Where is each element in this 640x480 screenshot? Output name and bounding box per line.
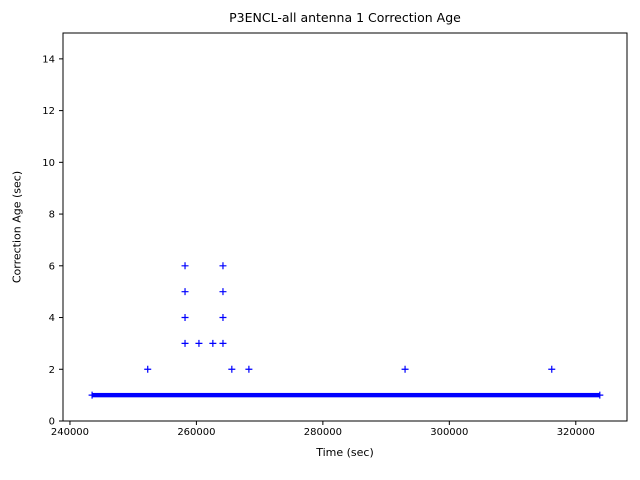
data-point-marker <box>181 339 189 347</box>
data-point-marker <box>181 288 189 296</box>
chart-title: P3ENCL-all antenna 1 Correction Age <box>229 10 461 25</box>
y-tick-label: 4 <box>49 313 55 324</box>
data-point-marker <box>144 365 152 373</box>
x-tick-label: 260000 <box>177 427 215 438</box>
x-tick-label: 300000 <box>430 427 468 438</box>
data-point-marker <box>219 314 227 322</box>
data-point-marker <box>596 391 604 399</box>
data-point-marker <box>401 365 409 373</box>
data-point-marker <box>209 339 217 347</box>
x-tick-label: 280000 <box>304 427 342 438</box>
data-point-marker <box>219 262 227 270</box>
x-tick-label: 240000 <box>51 427 89 438</box>
data-point-marker <box>228 365 236 373</box>
data-point-marker <box>219 288 227 296</box>
y-tick-label: 10 <box>42 158 55 169</box>
y-tick-label: 6 <box>49 261 55 272</box>
data-point-marker <box>181 314 189 322</box>
x-axis-label: Time (sec) <box>316 446 374 459</box>
data-point-marker <box>88 391 96 399</box>
data-point-marker <box>548 365 556 373</box>
y-axis-label: Correction Age (sec) <box>10 170 24 284</box>
y-tick-label: 8 <box>49 210 55 221</box>
y-tick-label: 14 <box>42 54 55 65</box>
data-point-marker <box>245 365 253 373</box>
y-tick-label: 0 <box>49 417 55 428</box>
dense-marker-band <box>92 392 600 398</box>
data-point-marker <box>195 339 203 347</box>
data-point-marker <box>181 262 189 270</box>
plot-frame <box>62 32 628 422</box>
y-tick-label: 2 <box>49 365 55 376</box>
x-tick-label: 320000 <box>557 427 595 438</box>
y-tick-label: 12 <box>42 106 55 117</box>
data-point-marker <box>219 339 227 347</box>
